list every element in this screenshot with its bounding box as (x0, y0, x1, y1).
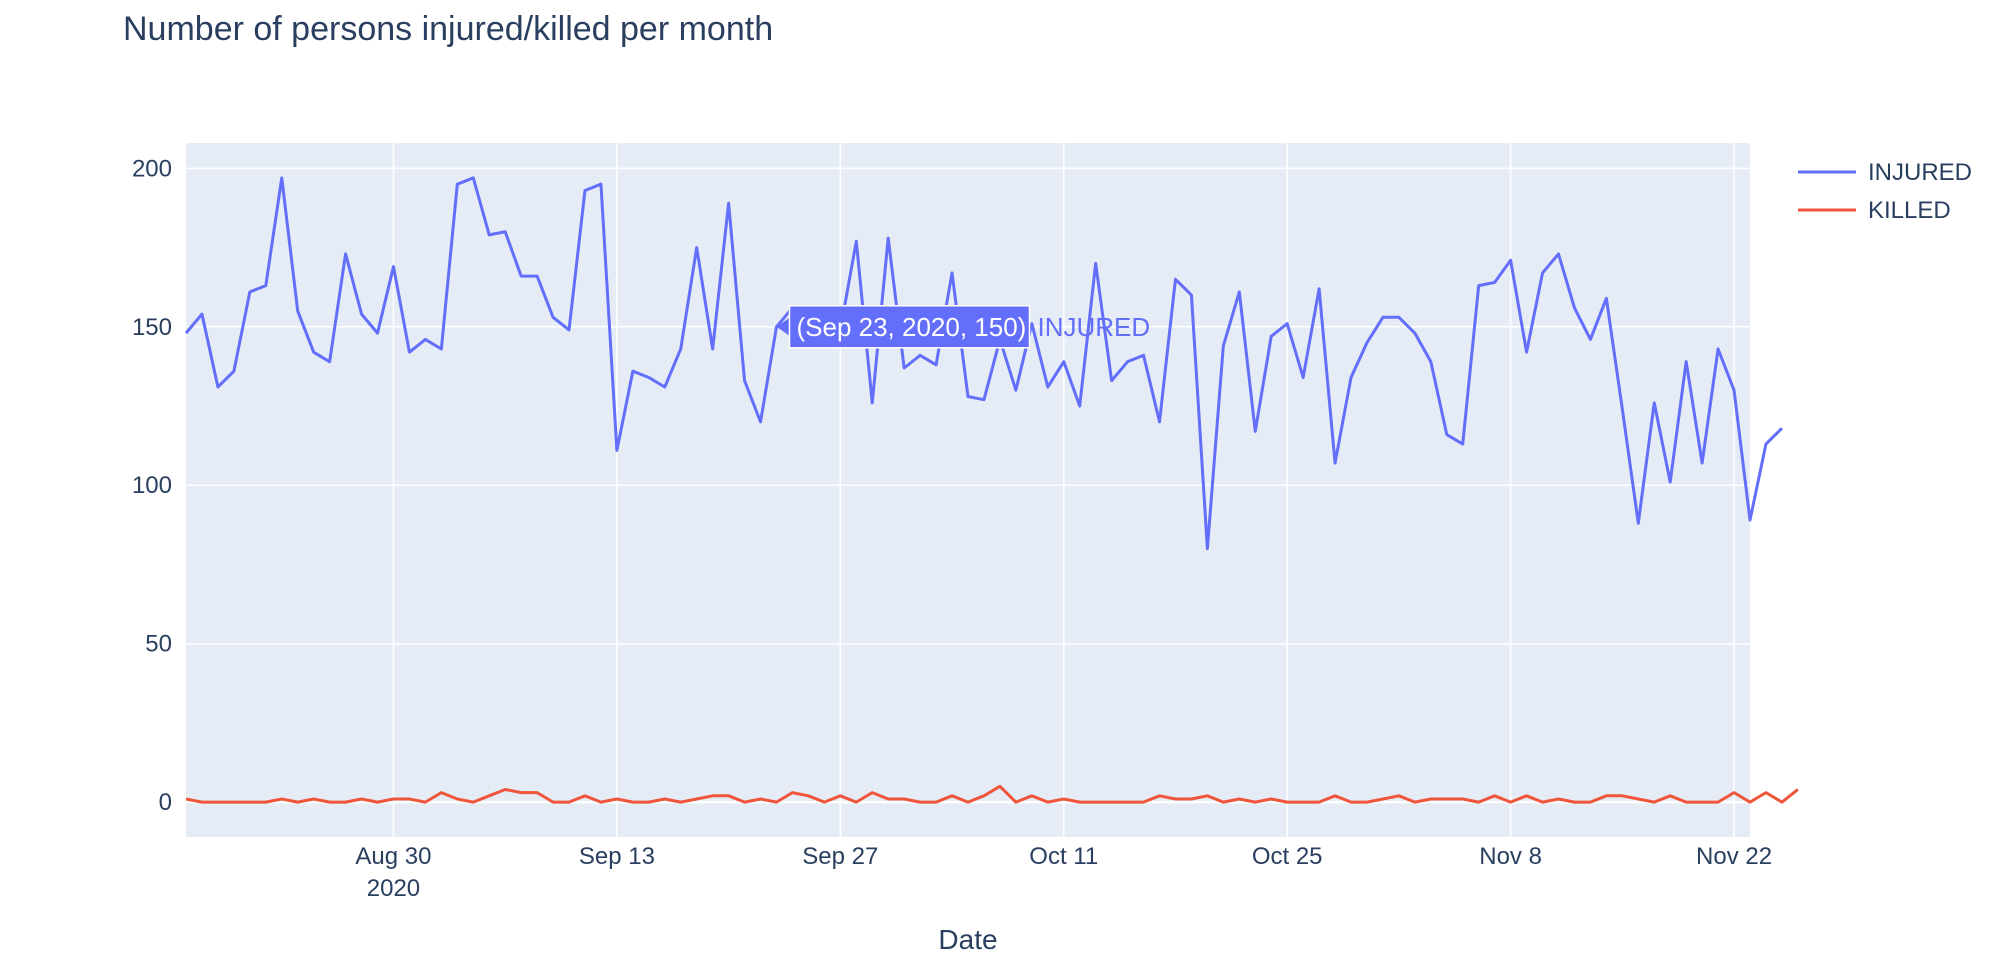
x-tick-label: Aug 30 (355, 843, 431, 870)
tooltip-value: (Sep 23, 2020, 150) (796, 312, 1026, 342)
y-tick-label: 150 (132, 314, 172, 341)
y-tick-label: 200 (132, 155, 172, 182)
x-axis-ticks: Aug 30 2020 Sep 13 Sep 27 Oct 11 Oct 25 Nov 8 N… (355, 843, 1772, 902)
x-tick-label: Oct 11 (1029, 843, 1098, 870)
y-tick-label: 100 (132, 472, 172, 499)
x-tick-label: Oct 25 (1252, 843, 1323, 870)
hover-tooltip: (Sep 23, 2020, 150) INJURED (776, 305, 1150, 349)
y-axis-ticks: 0 50 100 150 200 (132, 155, 172, 816)
tooltip-box (788, 305, 1031, 349)
tooltip-pointer (776, 317, 790, 336)
x-tick-sublabel: 2020 (367, 875, 420, 902)
x-tick-label: Sep 13 (579, 843, 655, 870)
series-line-killed[interactable] (185, 784, 1799, 804)
x-tick-label: Nov 8 (1479, 843, 1542, 870)
series-line-injured[interactable] (184, 176, 1783, 551)
series-layer (184, 176, 1799, 804)
y-tick-label: 50 (145, 631, 172, 658)
legend-label-injured[interactable]: INJURED (1868, 159, 1972, 186)
chart-title: Number of persons injured/killed per mon… (123, 10, 773, 48)
x-tick-label: Nov 22 (1696, 843, 1772, 870)
x-axis-title: Date (938, 924, 997, 954)
y-tick-label: 0 (159, 789, 172, 816)
x-tick-label: Sep 27 (802, 843, 878, 870)
legend-label-killed[interactable]: KILLED (1868, 197, 1951, 224)
legend[interactable]: INJURED KILLED (1798, 159, 1972, 224)
tooltip-series-name: INJURED (1037, 312, 1150, 342)
gridlines (186, 143, 1750, 837)
plot-area[interactable] (186, 143, 1750, 837)
